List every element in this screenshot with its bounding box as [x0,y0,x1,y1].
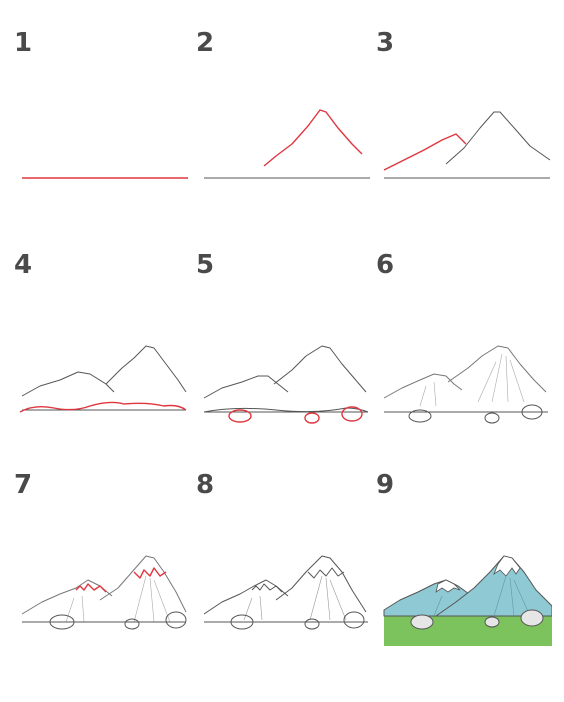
step-number: 2 [196,28,215,58]
step-9-drawing [383,555,552,646]
main-mountain-outline [263,109,363,167]
foreground-hills [203,407,369,413]
mountain-shading [243,575,347,621]
step-panel-8: 8 [196,472,372,672]
rock-right [341,406,363,422]
mountain-shading [419,353,525,407]
step-panel-5: 5 [196,252,372,452]
rock-left [408,409,432,423]
step-8-drawing [203,555,368,630]
snow-cap-small [75,583,107,593]
rock-left [49,614,75,630]
rock-left [410,614,434,630]
main-mountain-outline [447,345,547,393]
small-mountain-outline [383,133,467,171]
mountain-shading [433,575,531,617]
snow-cap-main [133,567,167,579]
small-mountain-outline [203,375,289,399]
step-number: 3 [376,28,395,58]
main-mountain-outline [273,345,367,393]
step-5-drawing [203,345,369,424]
mountain-shading [65,575,171,623]
step-number: 7 [14,470,33,500]
step-4-drawing [19,345,187,413]
step-number: 8 [196,470,215,500]
small-mountain-outline [383,373,463,399]
step-3-drawing [383,111,551,179]
rock-left [230,614,254,630]
main-mountain-outline [275,555,367,613]
rock-middle [124,618,140,630]
rock-right [343,611,365,629]
step-panel-9: 9 [376,472,552,672]
step-number: 6 [376,250,395,280]
step-number: 1 [14,28,33,58]
step-panel-1: 1 [14,30,190,230]
step-panel-2: 2 [196,30,372,230]
step-1-drawing [22,177,188,179]
snow-cap-main [307,567,345,579]
small-mountain-outline [203,579,289,615]
snow-cap-small [435,579,461,593]
step-panel-6: 6 [376,252,552,452]
rock-middle [484,412,500,424]
step-panel-3: 3 [376,30,552,230]
foreground-hills [19,401,187,413]
step-6-drawing [383,345,548,424]
step-panel-4: 4 [14,252,190,452]
step-number: 9 [376,470,395,500]
rock-right [521,404,543,420]
rock-middle [484,616,500,628]
step-number: 4 [14,250,33,280]
small-mountain-outline [21,371,115,397]
rock-right [165,611,187,629]
step-2-drawing [204,109,370,179]
snow-cap-small [251,583,283,593]
main-mountain-outline [445,111,551,165]
small-mountain-outline [21,579,113,615]
step-7-drawing [21,555,187,630]
rock-right [520,609,544,627]
step-panel-7: 7 [14,472,190,672]
step-number: 5 [196,250,215,280]
rock-middle [304,618,320,630]
main-mountain-outline [105,345,187,393]
rock-middle [304,412,320,424]
snow-cap-main [493,555,521,577]
rock-left [228,409,252,423]
main-mountain-outline [99,555,187,613]
